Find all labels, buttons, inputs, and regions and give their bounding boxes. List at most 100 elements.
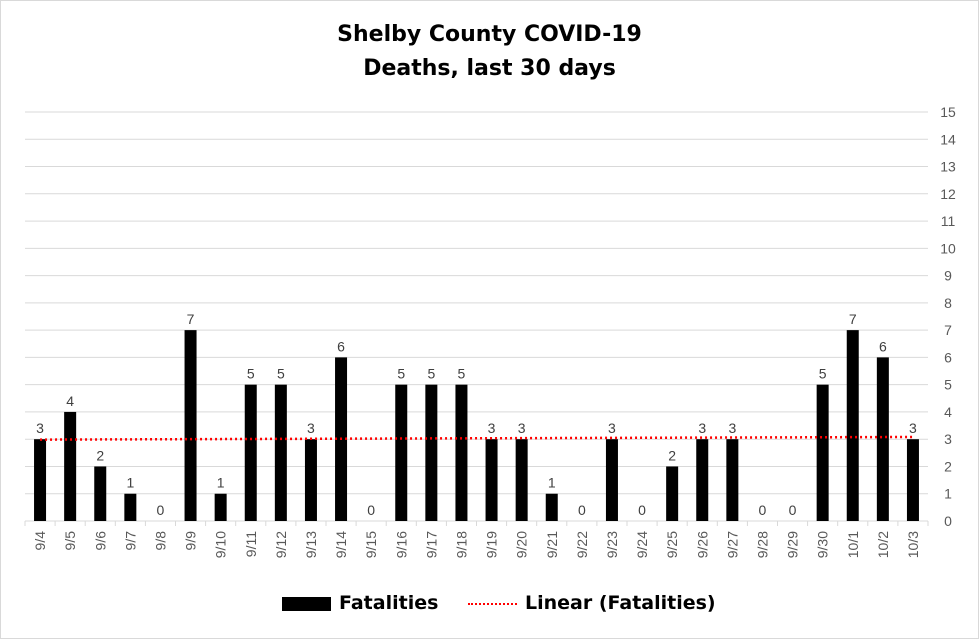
data-label: 0 bbox=[789, 502, 797, 518]
data-label: 3 bbox=[518, 420, 526, 436]
data-label: 5 bbox=[397, 366, 405, 382]
x-tick-label: 9/8 bbox=[152, 531, 168, 551]
data-label: 7 bbox=[849, 311, 857, 327]
x-tick-label: 9/4 bbox=[32, 531, 48, 551]
y-tick-label: 9 bbox=[944, 268, 952, 284]
bar bbox=[605, 439, 618, 521]
chart-title: Shelby County COVID-19 bbox=[337, 22, 642, 47]
y-tick-label: 12 bbox=[940, 186, 956, 202]
data-label: 1 bbox=[126, 475, 134, 491]
x-tick-label: 10/2 bbox=[875, 531, 891, 558]
data-label: 4 bbox=[66, 393, 74, 409]
x-tick-label: 9/9 bbox=[183, 531, 199, 551]
data-label: 5 bbox=[247, 366, 255, 382]
x-tick-label: 9/13 bbox=[303, 531, 319, 558]
x-tick-label: 9/11 bbox=[243, 531, 259, 557]
trendline bbox=[40, 435, 913, 441]
x-tick-label: 9/26 bbox=[694, 531, 710, 558]
data-label: 6 bbox=[337, 338, 345, 354]
x-tick-label: 9/16 bbox=[393, 531, 409, 558]
y-tick-label: 14 bbox=[940, 131, 956, 147]
x-tick-label: 9/23 bbox=[604, 531, 620, 558]
data-label: 6 bbox=[879, 338, 887, 354]
bar bbox=[455, 384, 468, 521]
x-tick-label: 9/24 bbox=[634, 531, 650, 558]
bar bbox=[274, 384, 287, 521]
bar bbox=[244, 384, 257, 521]
data-label: 7 bbox=[187, 311, 195, 327]
data-label: 2 bbox=[668, 447, 676, 463]
legend-trendline-label: Linear (Fatalities) bbox=[525, 592, 716, 614]
data-label: 3 bbox=[608, 420, 616, 436]
y-tick-label: 3 bbox=[944, 431, 952, 447]
data-label: 3 bbox=[36, 420, 44, 436]
bar bbox=[545, 493, 558, 521]
data-label: 5 bbox=[458, 366, 466, 382]
data-label: 1 bbox=[548, 475, 556, 491]
x-tick-label: 9/27 bbox=[724, 531, 740, 558]
x-tick-label: 9/5 bbox=[62, 531, 78, 551]
y-tick-label: 7 bbox=[944, 322, 952, 338]
bar bbox=[726, 439, 739, 521]
bar bbox=[846, 330, 859, 521]
y-tick-label: 0 bbox=[944, 513, 952, 529]
bar bbox=[64, 411, 77, 521]
chart-subtitle: Deaths, last 30 days bbox=[363, 56, 616, 81]
y-tick-label: 13 bbox=[940, 159, 956, 175]
x-tick-label: 9/18 bbox=[453, 531, 469, 558]
x-tick-label: 9/29 bbox=[785, 531, 801, 558]
x-tick-label: 10/1 bbox=[845, 531, 861, 558]
data-label: 0 bbox=[367, 502, 375, 518]
data-label: 3 bbox=[488, 420, 496, 436]
legend-fatalities-swatch bbox=[282, 596, 331, 611]
y-tick-label: 4 bbox=[944, 404, 952, 420]
y-tick-label: 10 bbox=[940, 240, 956, 256]
legend-trendline-swatch bbox=[468, 602, 517, 605]
y-tick-label: 15 bbox=[940, 104, 956, 120]
bar bbox=[666, 466, 679, 521]
data-label: 1 bbox=[217, 475, 225, 491]
x-tick-label: 9/20 bbox=[514, 531, 530, 558]
x-tick-label: 9/19 bbox=[484, 531, 500, 558]
bar bbox=[485, 439, 498, 521]
data-label: 3 bbox=[909, 420, 917, 436]
x-tick-label: 9/25 bbox=[664, 531, 680, 558]
bar bbox=[906, 439, 919, 521]
x-tick-label: 9/22 bbox=[574, 531, 590, 558]
x-tick-label: 9/30 bbox=[815, 531, 831, 558]
data-label: 0 bbox=[638, 502, 646, 518]
data-label: 3 bbox=[698, 420, 706, 436]
bar bbox=[34, 439, 47, 521]
bar bbox=[876, 357, 889, 521]
bar bbox=[214, 493, 227, 521]
bar bbox=[696, 439, 709, 521]
data-label: 0 bbox=[578, 502, 586, 518]
data-label: 2 bbox=[96, 447, 104, 463]
y-tick-label: 11 bbox=[941, 213, 956, 229]
data-label: 0 bbox=[759, 502, 767, 518]
x-tick-label: 9/10 bbox=[213, 531, 229, 558]
bar bbox=[515, 439, 528, 521]
bar bbox=[184, 330, 197, 521]
data-label: 3 bbox=[728, 420, 736, 436]
bar bbox=[124, 493, 137, 521]
y-tick-label: 1 bbox=[944, 486, 952, 502]
y-tick-label: 2 bbox=[944, 458, 952, 474]
y-tick-label: 5 bbox=[944, 377, 952, 393]
x-tick-label: 9/12 bbox=[273, 531, 289, 558]
x-tick-label: 9/17 bbox=[423, 531, 439, 558]
legend-fatalities-label: Fatalities bbox=[339, 592, 439, 614]
data-label: 5 bbox=[427, 366, 435, 382]
x-tick-label: 9/7 bbox=[122, 531, 138, 551]
bar bbox=[94, 466, 107, 521]
bar bbox=[425, 384, 438, 521]
bar bbox=[395, 384, 408, 521]
bar bbox=[304, 439, 317, 521]
x-tick-label: 9/6 bbox=[92, 531, 108, 551]
y-tick-label: 8 bbox=[944, 295, 952, 311]
x-tick-label: 9/14 bbox=[333, 531, 349, 558]
x-tick-label: 9/21 bbox=[544, 531, 560, 558]
bar bbox=[816, 384, 829, 521]
